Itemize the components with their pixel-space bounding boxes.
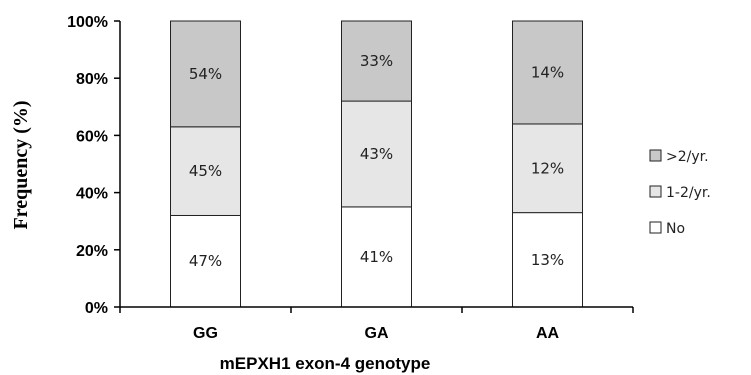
- x-tick-label: AA: [536, 325, 560, 342]
- legend: >2/yr. 1-2/yr. No: [649, 149, 711, 237]
- data-labels: 47% 45% 54% 41% 43% 33% 13% 12% 14%: [189, 52, 564, 270]
- x-axis-title: mEPXH1 exon-4 genotype: [220, 354, 431, 373]
- bar-segment: [512, 20, 583, 125]
- bar-segment: [341, 100, 412, 208]
- y-tick-label: 80%: [76, 71, 108, 88]
- bar-segment: [170, 126, 241, 216]
- legend-swatch: [649, 149, 662, 162]
- y-tick-label: 0%: [85, 300, 108, 317]
- legend-swatch: [649, 221, 662, 234]
- data-label: 41%: [360, 248, 393, 266]
- legend-swatch: [649, 185, 662, 198]
- data-label: 13%: [531, 251, 564, 269]
- data-label: 43%: [360, 145, 393, 163]
- x-tick-label: GG: [193, 325, 218, 342]
- y-tick-label: 40%: [76, 186, 108, 203]
- y-tick-label: 60%: [76, 128, 108, 145]
- y-tick-label: 20%: [76, 243, 108, 260]
- data-label: 54%: [189, 65, 222, 83]
- y-axis-ticks: 0% 20% 40% 60% 80% 100%: [67, 14, 120, 317]
- data-label: 33%: [360, 52, 393, 70]
- legend-label: 1-2/yr.: [666, 185, 711, 201]
- x-tick-label: GA: [365, 325, 389, 342]
- x-axis-ticks: [119, 307, 634, 313]
- data-label: 12%: [531, 159, 564, 177]
- data-label: 47%: [189, 252, 222, 270]
- bar-segment: [512, 212, 583, 308]
- category-labels: GG GA AA: [193, 325, 559, 342]
- y-axis-title: Frequency (%): [10, 100, 32, 229]
- legend-label: No: [666, 221, 685, 237]
- bar-segment: [512, 123, 583, 214]
- bars: [170, 20, 583, 308]
- data-label: 45%: [189, 162, 222, 180]
- y-tick-label: 100%: [67, 14, 108, 31]
- data-label: 14%: [531, 63, 564, 81]
- bar-segment: [170, 20, 241, 128]
- legend-label: >2/yr.: [666, 149, 709, 165]
- bar-segment: [341, 20, 412, 102]
